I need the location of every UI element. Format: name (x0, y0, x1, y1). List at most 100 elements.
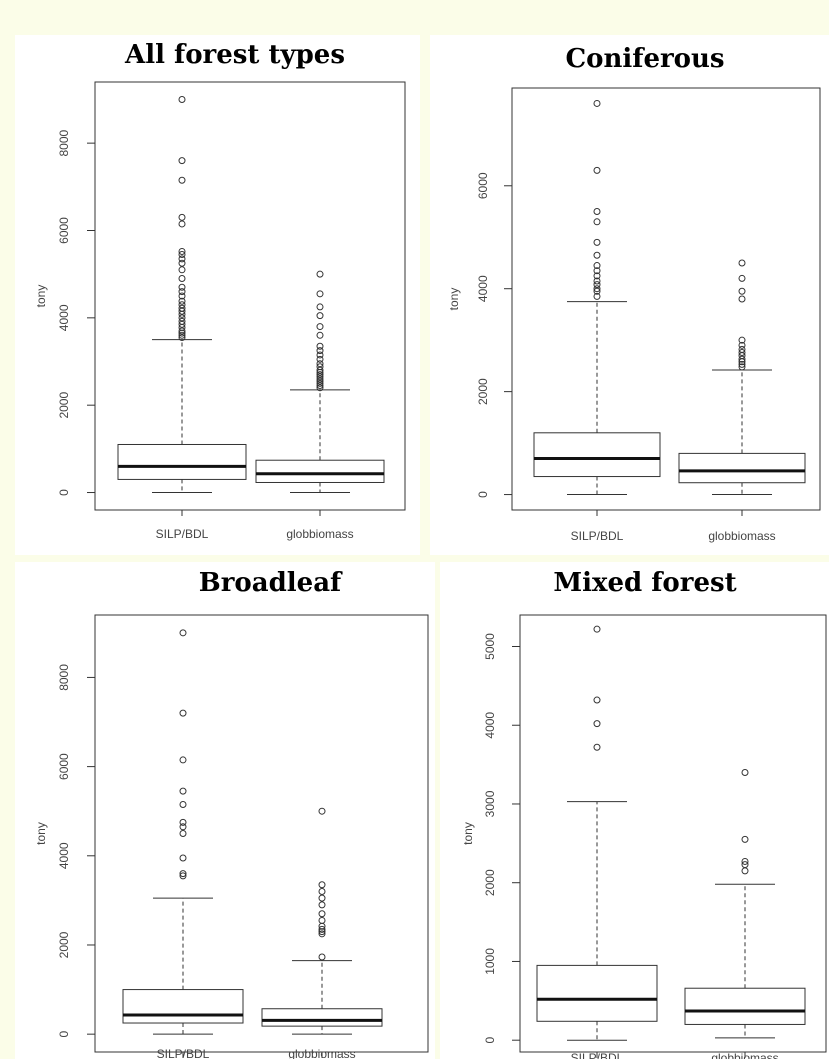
outlier-point (738, 360, 746, 368)
outlier-point (738, 349, 746, 357)
outlier-point (316, 331, 324, 339)
y-tick-label: 2000 (57, 931, 71, 958)
outlier-point (318, 953, 326, 961)
boxplot-0: 0 2000 4000 6000 8000 tony SILP/BDL globbiomass (34, 81, 406, 541)
outlier-point (178, 301, 186, 309)
outlier-point (593, 287, 601, 295)
iqr-box (255, 459, 385, 483)
y-tick-label: 4000 (57, 842, 71, 869)
y-tick-label: 5000 (483, 633, 497, 660)
outlier-point (316, 371, 324, 379)
outlier-point (318, 916, 326, 924)
outlier-point (593, 743, 601, 751)
outlier-point (738, 363, 746, 371)
outlier-point (593, 262, 601, 270)
outlier-point (318, 925, 326, 933)
outlier-point (593, 251, 601, 259)
iqr-box (122, 989, 244, 1024)
outlier-point (593, 625, 601, 633)
iqr-box (533, 432, 661, 478)
x-category-label: globbiomass (711, 1051, 778, 1059)
plot-frame (511, 87, 821, 511)
box-globbiomass: globbiomass (678, 259, 806, 543)
plot-frame (94, 81, 406, 511)
x-category-label: globbiomass (708, 529, 775, 543)
outlier-point (593, 166, 601, 174)
outlier-point (179, 872, 187, 880)
box-globbiomass: globbiomass (261, 807, 383, 1059)
outlier-point (738, 287, 746, 295)
panel-title-all-forest-types: All forest types (125, 40, 345, 70)
y-tick-label: 6000 (57, 217, 71, 244)
outlier-point (179, 818, 187, 826)
outlier-point (593, 720, 601, 728)
outlier-point (318, 881, 326, 889)
outlier-point (179, 854, 187, 862)
y-tick-label: 2000 (483, 869, 497, 896)
outlier-point (738, 259, 746, 267)
outlier-point (179, 801, 187, 809)
outlier-point (178, 327, 186, 335)
outlier-point (178, 95, 186, 103)
outlier-point (318, 887, 326, 895)
outlier-point (593, 281, 601, 289)
outlier-point (316, 377, 324, 385)
outlier-point (178, 307, 186, 315)
outlier-point (741, 867, 749, 875)
x-category-label: SILP/BDL (156, 527, 209, 541)
outlier-point (178, 251, 186, 259)
panel-title-coniferous: Coniferous (565, 44, 725, 74)
outlier-point (738, 274, 746, 282)
box-SILP/BDL: SILP/BDL (533, 99, 661, 543)
outlier-point (738, 345, 746, 353)
outlier-point (178, 320, 186, 328)
iqr-box (678, 452, 806, 484)
outlier-point (316, 303, 324, 311)
y-tick-label: 0 (483, 1037, 497, 1044)
outlier-point (738, 341, 746, 349)
outlier-point (593, 277, 601, 285)
iqr-box (117, 443, 247, 480)
outlier-point (316, 290, 324, 298)
outlier-point (318, 807, 326, 815)
outlier-point (178, 331, 186, 339)
outlier-point (316, 375, 324, 383)
y-axis-label: tony (461, 822, 475, 845)
outlier-point (318, 901, 326, 909)
box-SILP/BDL: SILP/BDL (117, 95, 247, 541)
outlier-point (738, 336, 746, 344)
y-tick-label: 2000 (57, 392, 71, 419)
outlier-point (178, 333, 186, 341)
plot-frame (94, 614, 429, 1053)
outlier-point (178, 266, 186, 274)
outlier-point (316, 373, 324, 381)
outlier-point (179, 787, 187, 795)
box-SILP/BDL: SILP/BDL (122, 629, 244, 1059)
outlier-point (741, 857, 749, 865)
outlier-point (741, 835, 749, 843)
boxplot-3: 0 1000 2000 3000 4000 5000 tony SILP/BDL globbio… (461, 614, 827, 1059)
x-category-label: globbiomass (286, 527, 353, 541)
outlier-point (178, 304, 186, 312)
box-globbiomass: globbiomass (684, 768, 806, 1059)
outlier-point (178, 247, 186, 255)
outlier-point (593, 99, 601, 107)
outlier-point (316, 363, 324, 371)
y-axis-label: tony (34, 822, 48, 845)
outlier-point (316, 382, 324, 390)
boxplot-2: 0 2000 4000 6000 8000 tony SILP/BDL globbiomass (34, 614, 429, 1059)
outlier-point (316, 347, 324, 355)
iqr-box (684, 987, 806, 1025)
outlier-point (178, 314, 186, 322)
outlier-point (318, 894, 326, 902)
y-axis-label: tony (34, 285, 48, 308)
outlier-point (593, 267, 601, 275)
outlier-point (178, 317, 186, 325)
y-tick-label: 6000 (476, 172, 490, 199)
y-tick-label: 1000 (483, 948, 497, 975)
y-tick-label: 4000 (476, 275, 490, 302)
x-category-label: globbiomass (288, 1047, 355, 1059)
y-tick-label: 8000 (57, 664, 71, 691)
y-tick-label: 4000 (57, 304, 71, 331)
